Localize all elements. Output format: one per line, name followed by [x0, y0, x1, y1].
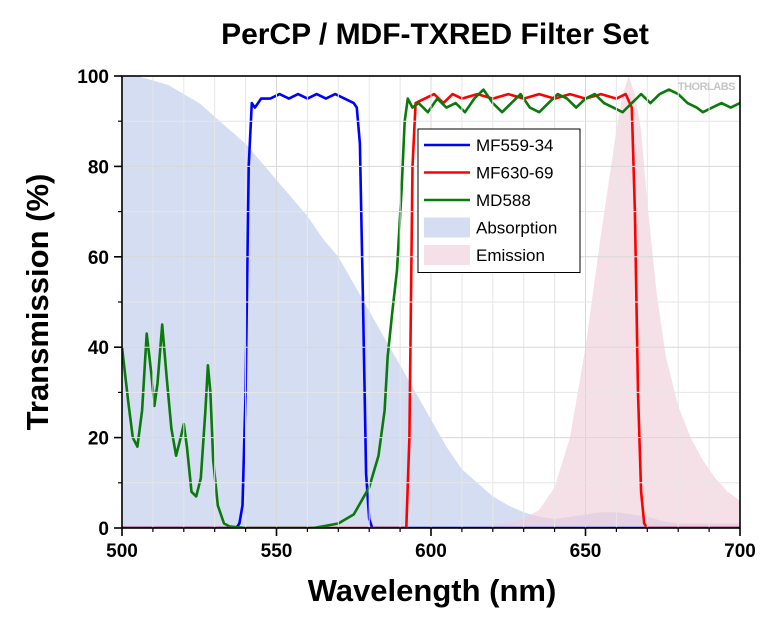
plot-area: THORLABS 500 550 600 650 700 0 20 40 60 80 100 MF559… — [77, 67, 756, 562]
chart-title: PerCP / MDF-TXRED Filter Set — [221, 18, 649, 51]
series-line-mf559-34 — [122, 92, 740, 528]
y-tick-label: 60 — [88, 248, 109, 269]
series-line-md588 — [122, 88, 740, 528]
legend-label-mf559-34: MF559-34 — [476, 136, 553, 155]
y-axis-title: Transmission (%) — [20, 174, 55, 431]
x-axis-title: Wavelength (nm) — [308, 573, 557, 608]
legend-swatch-absorption — [424, 217, 470, 238]
x-tick-label: 650 — [570, 541, 602, 562]
y-tick-label: 40 — [88, 338, 109, 359]
y-tick-label: 80 — [88, 157, 109, 178]
y-tick-label: 20 — [88, 429, 109, 450]
axes: 500 550 600 650 700 0 20 40 60 80 100 — [77, 67, 756, 562]
legend: MF559-34 MF630-69 MD588 Absorption Emission — [417, 128, 581, 273]
x-tick-label: 550 — [261, 541, 293, 562]
y-tick-label: 0 — [98, 519, 109, 540]
watermark-logo: THORLABS — [678, 81, 735, 93]
legend-label-emission: Emission — [476, 246, 545, 265]
legend-label-md588: MD588 — [476, 191, 531, 210]
x-tick-label: 700 — [724, 541, 756, 562]
x-tick-label: 600 — [415, 541, 447, 562]
legend-swatch-emission — [424, 245, 470, 265]
legend-label-mf630-69: MF630-69 — [476, 164, 553, 183]
y-tick-label: 100 — [77, 67, 109, 88]
x-tick-label: 500 — [106, 541, 138, 562]
legend-label-absorption: Absorption — [476, 219, 557, 238]
